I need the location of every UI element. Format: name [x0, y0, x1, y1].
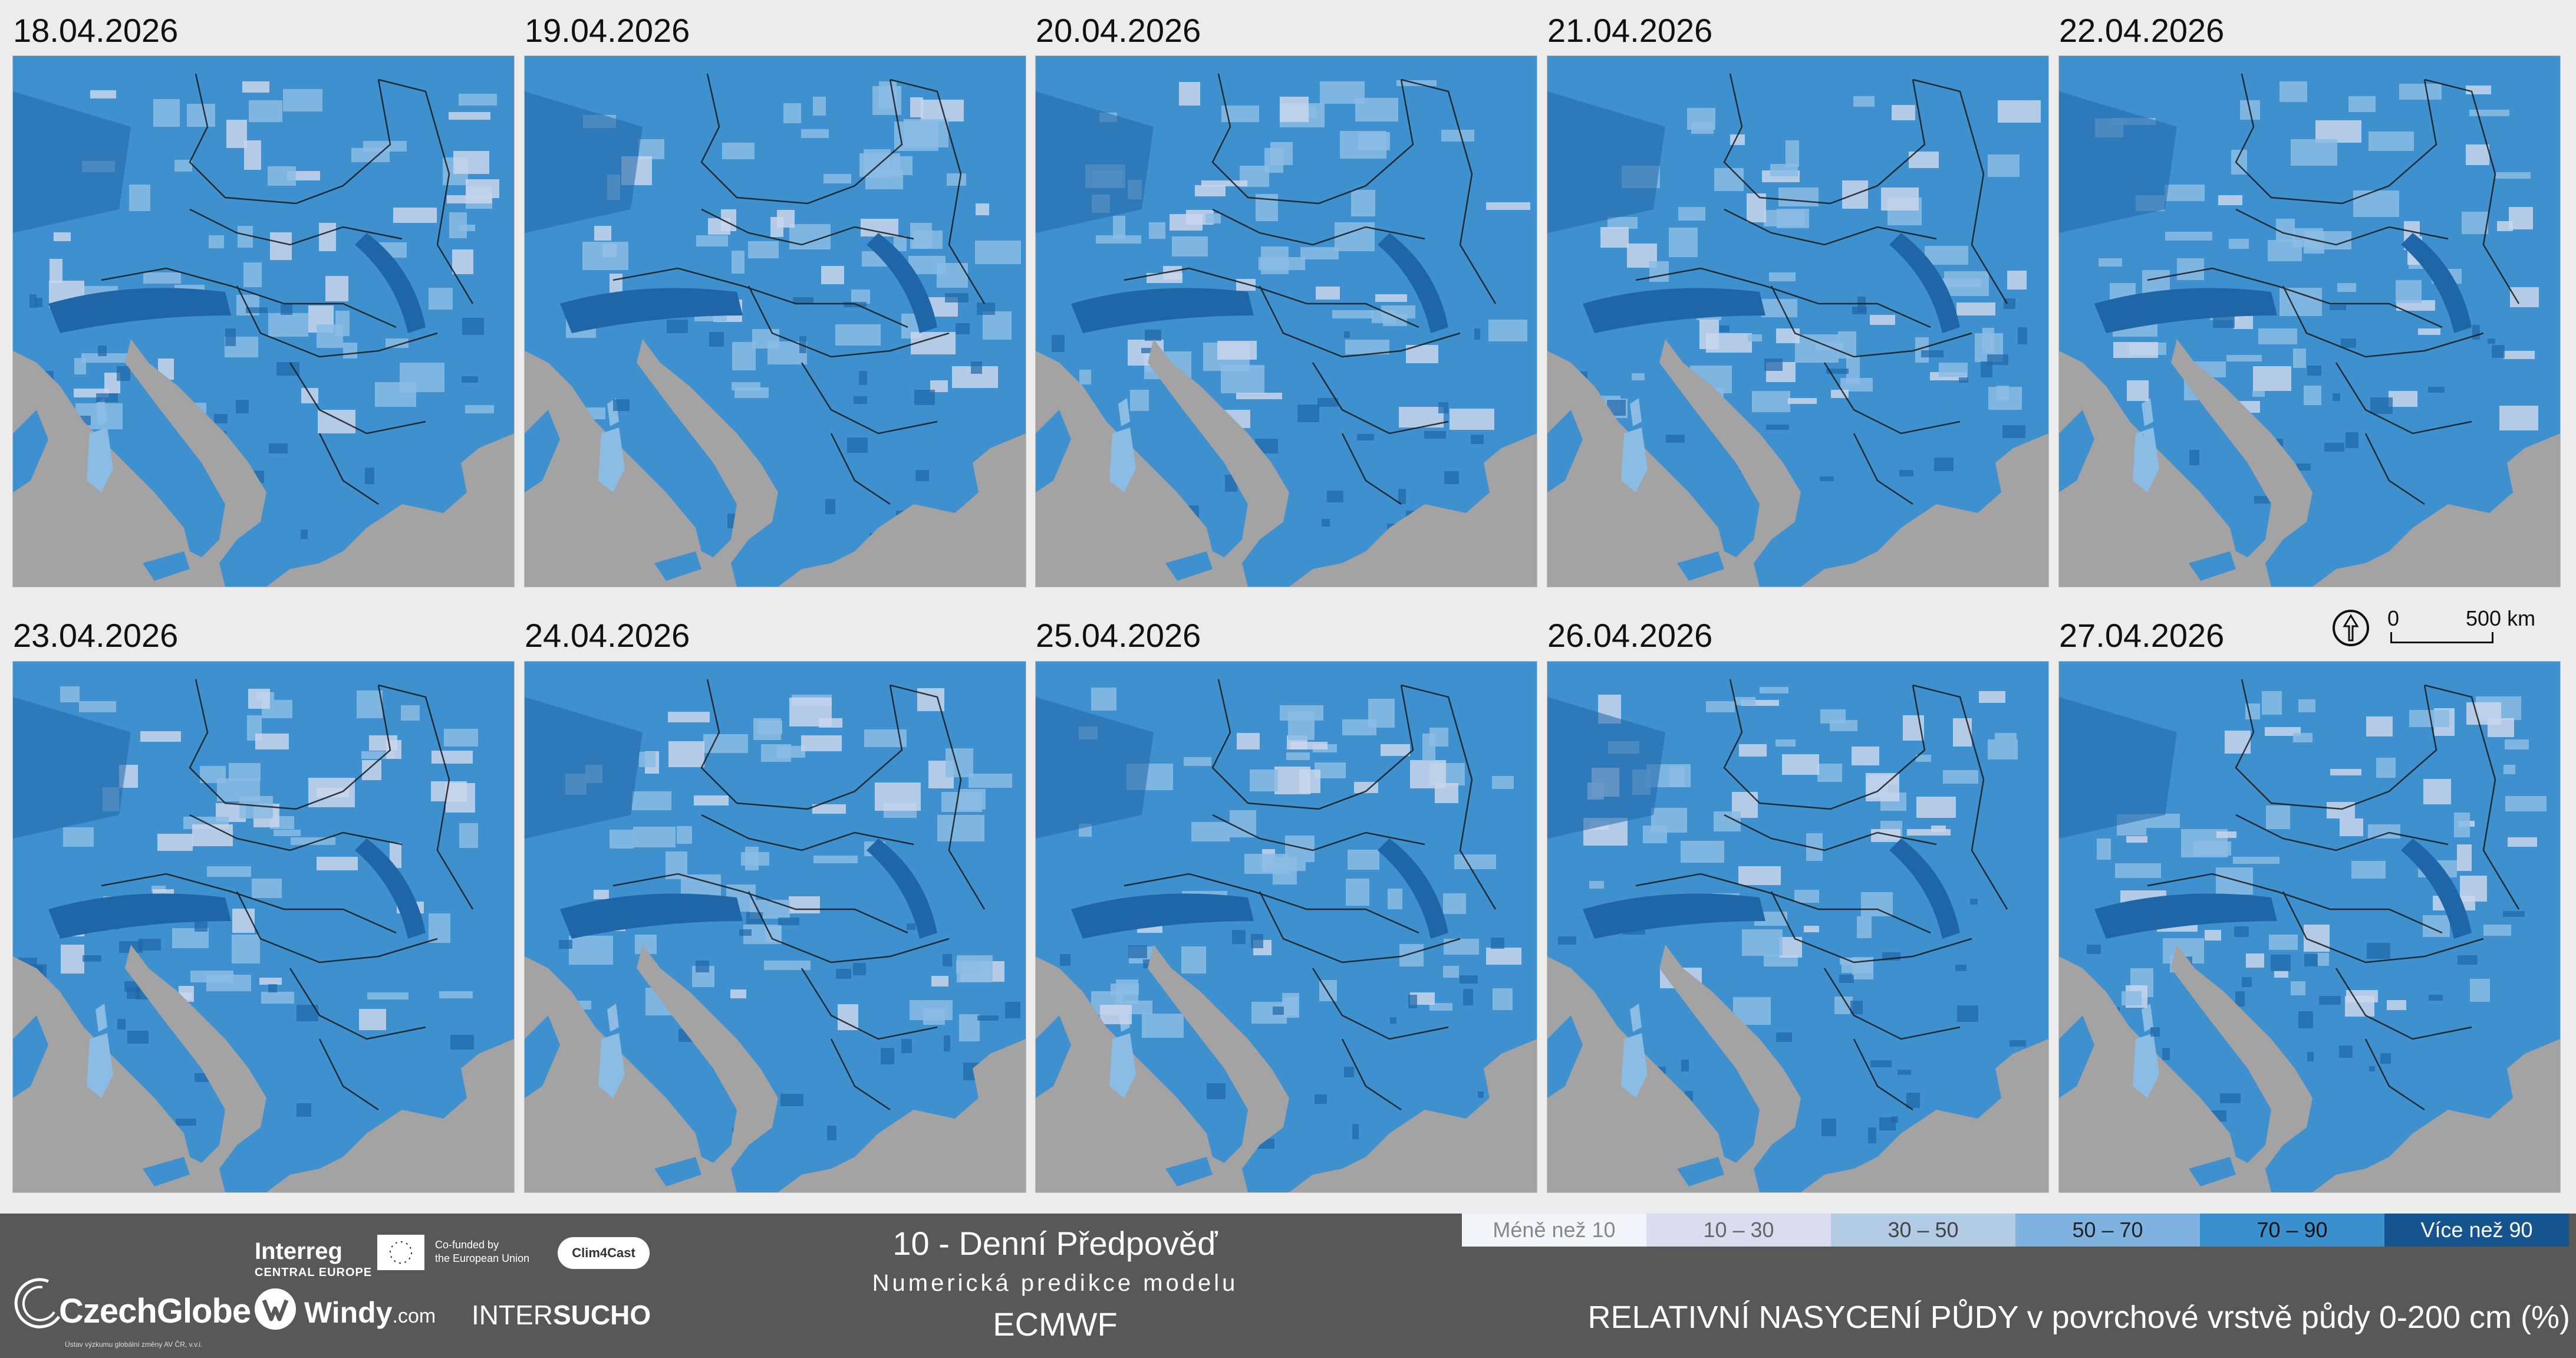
intersucho-suffix: SUCHO: [553, 1300, 651, 1330]
date-label: 27.04.2026: [2059, 617, 2225, 654]
map-graphic: [13, 56, 514, 587]
legend: Méně než 10 10 – 30 30 – 50 50 – 70 70 – 90 V…: [1462, 1214, 2569, 1247]
forecast-subtitle: Numerická predikce modelu: [872, 1270, 1238, 1296]
map-graphic: [525, 662, 1026, 1192]
north-arrow-icon: [2333, 610, 2369, 646]
soil-moisture-map: [1036, 662, 1537, 1192]
legend-item: 70 – 90: [2200, 1214, 2384, 1247]
legend-item: 50 – 70: [2015, 1214, 2200, 1247]
legend-item: 30 – 50: [1831, 1214, 2015, 1247]
intersucho-logo: INTERSUCHO: [472, 1299, 651, 1331]
map-graphic: [2059, 56, 2560, 587]
scale-tick-left: [2390, 632, 2392, 642]
eu-cofunded-text: Co-funded by the European Union: [435, 1238, 529, 1265]
czechglobe-subtitle: Ústav výzkumu globální změny AV ČR, v.v.…: [65, 1340, 203, 1349]
forecast-model: ECMWF: [993, 1306, 1118, 1343]
scale-line: [2390, 642, 2493, 643]
map-graphic: [1036, 56, 1537, 587]
date-label: 20.04.2026: [1036, 12, 1201, 49]
map-graphic: [2059, 662, 2560, 1192]
interreg-title: Interreg: [255, 1238, 342, 1264]
soil-moisture-map: [525, 56, 1026, 587]
map-graphic: [525, 56, 1026, 587]
interreg-subtitle: CENTRAL EUROPE: [255, 1266, 373, 1279]
legend-item: Méně než 10: [1462, 1214, 1646, 1247]
soil-moisture-map: [13, 56, 514, 587]
scale-bar: 0 500 km: [2331, 606, 2567, 650]
windy-icon: [255, 1288, 296, 1330]
footer-bar: CzechGlobe Ústav výzkumu globální změny …: [0, 1214, 2576, 1358]
scale-tick-right: [2492, 632, 2493, 642]
soil-moisture-map: [13, 662, 514, 1192]
intersucho-prefix: INTER: [472, 1300, 553, 1330]
legend-item: 10 – 30: [1646, 1214, 1831, 1247]
soil-moisture-map: [1547, 662, 2048, 1192]
soil-moisture-map: [1547, 56, 2048, 587]
map-graphic: [13, 662, 514, 1192]
date-label: 19.04.2026: [525, 12, 690, 49]
eu-line-1: Co-funded by: [435, 1239, 499, 1251]
scale-zero-label: 0: [2387, 606, 2400, 630]
soil-moisture-map: [525, 662, 1026, 1192]
soil-moisture-map: [2059, 662, 2560, 1192]
eu-flag-icon: [377, 1235, 424, 1270]
legend-title: RELATIVNÍ NASYCENÍ PŮDY v povrchové vrst…: [1587, 1300, 2570, 1335]
forecast-title: 10 - Denní Předpověď: [892, 1225, 1218, 1262]
scale-max-label: 500 km: [2466, 606, 2536, 630]
date-label: 22.04.2026: [2059, 12, 2225, 49]
interreg-logo: Interreg CENTRAL EUROPE: [255, 1238, 372, 1280]
map-graphic: [1547, 56, 2048, 587]
czechglobe-globe-icon: [14, 1278, 61, 1329]
date-label: 21.04.2026: [1547, 12, 1713, 49]
soil-moisture-map: [2059, 56, 2560, 587]
map-graphic: [1547, 662, 2048, 1192]
date-label: 26.04.2026: [1547, 617, 1713, 654]
soil-moisture-map: [1036, 56, 1537, 587]
date-label: 25.04.2026: [1036, 617, 1201, 654]
date-label: 24.04.2026: [525, 617, 690, 654]
date-label: 23.04.2026: [13, 617, 179, 654]
czechglobe-name: CzechGlobe: [59, 1292, 251, 1330]
map-graphic: [1036, 662, 1537, 1192]
legend-item: Více než 90: [2384, 1214, 2569, 1247]
date-label: 18.04.2026: [13, 12, 179, 49]
clim4cast-logo: Clim4Cast: [558, 1237, 650, 1269]
windy-name: Windy.com: [304, 1295, 436, 1330]
eu-line-2: the European Union: [435, 1252, 530, 1264]
czechglobe-logo: CzechGlobe Ústav výzkumu globální změny …: [13, 1243, 251, 1349]
windy-name-text: Windy: [304, 1296, 393, 1329]
windy-suffix: .com: [392, 1305, 436, 1327]
